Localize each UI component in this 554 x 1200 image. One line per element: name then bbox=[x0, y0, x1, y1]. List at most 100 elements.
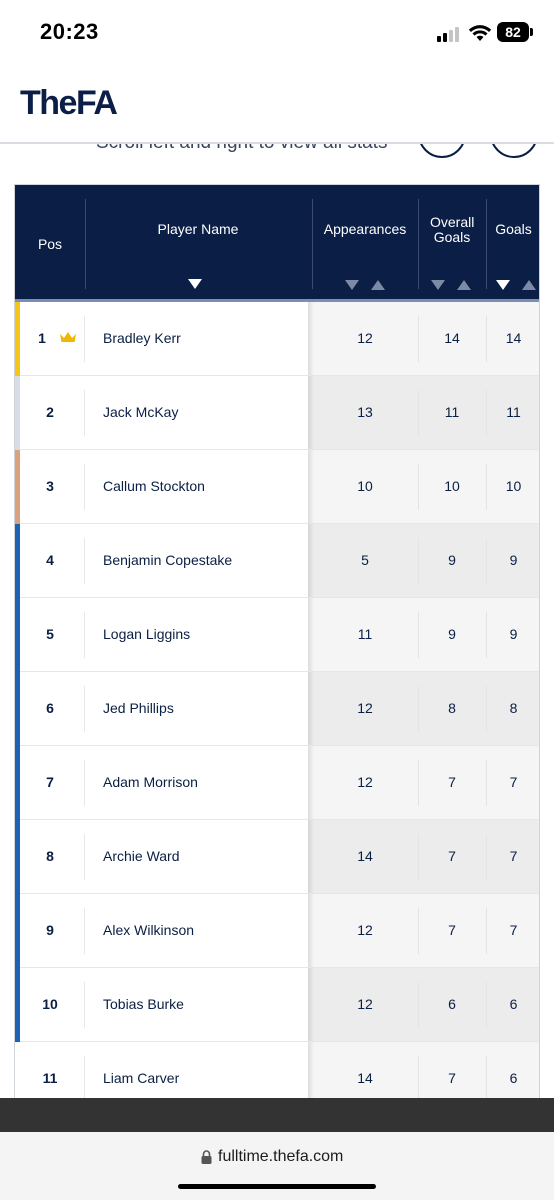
cell-goals: 10 bbox=[505, 478, 522, 494]
cell-player-name[interactable]: Tobias Burke bbox=[103, 996, 184, 1012]
home-indicator[interactable] bbox=[178, 1184, 376, 1189]
table-row[interactable]: 2 Jack McKay 13 11 11 bbox=[15, 376, 539, 450]
cell-overall-goals: 7 bbox=[448, 848, 456, 864]
cell-pos: 9 bbox=[46, 922, 54, 938]
stats-background bbox=[308, 302, 539, 375]
table-row[interactable]: 8 Archie Ward 14 7 7 bbox=[15, 820, 539, 894]
cell-player-name[interactable]: Benjamin Copestake bbox=[103, 552, 233, 568]
cell-player-name[interactable]: Callum Stockton bbox=[103, 478, 205, 494]
cell-player-name[interactable]: Alex Wilkinson bbox=[103, 922, 195, 938]
table-header: Pos Player Name Appearances Overall Goal… bbox=[15, 185, 539, 302]
table-row[interactable]: 6 Jed Phillips 12 8 8 bbox=[15, 672, 539, 746]
cell-overall-goals: 7 bbox=[448, 1070, 456, 1086]
header-divider bbox=[486, 199, 487, 289]
table-row[interactable]: 11 Liam Carver 14 7 6 bbox=[15, 1042, 539, 1103]
cell-divider bbox=[84, 686, 85, 732]
cell-player-name[interactable]: Adam Morrison bbox=[103, 774, 198, 790]
table-row[interactable]: 7 Adam Morrison 12 7 7 bbox=[15, 746, 539, 820]
cell-pos: 6 bbox=[46, 700, 54, 716]
cell-divider bbox=[84, 612, 85, 658]
crown-icon bbox=[60, 332, 76, 342]
table-row[interactable]: 9 Alex Wilkinson 12 7 7 bbox=[15, 894, 539, 968]
header-underline bbox=[15, 299, 539, 302]
scroll-shadow bbox=[308, 968, 314, 1041]
table-row[interactable]: 4 Benjamin Copestake 5 9 9 bbox=[15, 524, 539, 598]
cell-appearances: 12 bbox=[357, 774, 373, 790]
rank-indicator bbox=[15, 820, 20, 894]
cell-pos: 10 bbox=[42, 996, 58, 1012]
cell-player-name[interactable]: Liam Carver bbox=[103, 1070, 180, 1086]
fa-logo[interactable]: TheFA bbox=[20, 84, 118, 122]
cell-appearances: 5 bbox=[361, 552, 369, 568]
browser-toolbar-edge bbox=[0, 1098, 554, 1132]
table-row[interactable]: 5 Logan Liggins 11 9 9 bbox=[15, 598, 539, 672]
cell-player-name[interactable]: Jack McKay bbox=[103, 404, 179, 420]
cell-divider bbox=[486, 982, 487, 1028]
cell-player-name[interactable]: Bradley Kerr bbox=[103, 330, 181, 346]
cell-divider bbox=[84, 908, 85, 954]
cell-appearances: 12 bbox=[357, 700, 373, 716]
stats-background bbox=[308, 598, 539, 671]
cell-divider bbox=[418, 908, 419, 954]
cell-divider bbox=[84, 760, 85, 806]
rank-indicator bbox=[15, 376, 20, 450]
cell-pos: 2 bbox=[46, 404, 54, 420]
cell-goals: 8 bbox=[509, 700, 518, 716]
cell-goals: 7 bbox=[509, 922, 518, 938]
cell-appearances: 12 bbox=[357, 922, 373, 938]
stats-background bbox=[308, 376, 539, 449]
table-row[interactable]: 10 Tobias Burke 12 6 6 bbox=[15, 968, 539, 1042]
scroll-shadow bbox=[308, 598, 314, 671]
cell-divider bbox=[418, 982, 419, 1028]
cell-divider bbox=[84, 538, 85, 584]
cell-pos: 5 bbox=[46, 626, 54, 642]
column-label-overall-goals: Overall Goals bbox=[430, 214, 475, 245]
sort-descending-icon[interactable] bbox=[431, 280, 445, 290]
cell-goals: 9 bbox=[509, 552, 518, 568]
sort-descending-icon[interactable] bbox=[496, 280, 510, 290]
column-header-goals[interactable]: Goals bbox=[486, 185, 539, 301]
cell-appearances: 11 bbox=[357, 626, 373, 642]
status-bar: 20:23 82 bbox=[0, 0, 554, 64]
sort-ascending-icon[interactable] bbox=[522, 280, 536, 290]
scroll-shadow bbox=[308, 450, 314, 523]
url-text[interactable]: fulltime.thefa.com bbox=[218, 1148, 344, 1165]
cell-player-name[interactable]: Archie Ward bbox=[103, 848, 180, 864]
sort-descending-icon[interactable] bbox=[345, 280, 359, 290]
header-divider bbox=[312, 199, 313, 289]
cell-divider bbox=[486, 464, 487, 510]
column-header-appearances[interactable]: Appearances bbox=[312, 185, 418, 301]
sort-ascending-icon[interactable] bbox=[371, 280, 385, 290]
wifi-icon bbox=[468, 25, 492, 41]
column-header-pos[interactable]: Pos bbox=[15, 185, 85, 301]
cell-divider bbox=[486, 316, 487, 362]
table-row[interactable]: 1 Bradley Kerr 12 14 14 bbox=[15, 302, 539, 376]
cell-divider bbox=[486, 612, 487, 658]
rank-indicator bbox=[15, 968, 20, 1042]
cell-divider bbox=[486, 908, 487, 954]
cell-divider bbox=[84, 982, 85, 1028]
cell-divider bbox=[84, 464, 85, 510]
column-header-overall-goals[interactable]: Overall Goals bbox=[418, 185, 486, 301]
cell-appearances: 12 bbox=[357, 996, 373, 1012]
battery-icon: 82 bbox=[497, 22, 529, 42]
cell-goals: 6 bbox=[509, 996, 518, 1012]
rank-indicator bbox=[15, 450, 20, 524]
cell-divider bbox=[486, 538, 487, 584]
scroll-shadow bbox=[308, 894, 314, 967]
browser-address-bar[interactable]: fulltime.thefa.com bbox=[0, 1132, 554, 1200]
cell-divider bbox=[84, 316, 85, 362]
cell-overall-goals: 9 bbox=[448, 626, 456, 642]
table-row[interactable]: 3 Callum Stockton 10 10 10 bbox=[15, 450, 539, 524]
cell-divider bbox=[486, 390, 487, 436]
cell-divider bbox=[486, 834, 487, 880]
cell-divider bbox=[84, 1056, 85, 1102]
sort-descending-icon[interactable] bbox=[188, 279, 202, 289]
header-divider bbox=[418, 199, 419, 289]
cell-player-name[interactable]: Jed Phillips bbox=[103, 700, 174, 716]
column-header-player-name[interactable]: Player Name bbox=[85, 185, 311, 301]
cell-goals: 14 bbox=[505, 330, 522, 346]
sort-ascending-icon[interactable] bbox=[457, 280, 471, 290]
status-time: 20:23 bbox=[40, 19, 99, 44]
cell-player-name[interactable]: Logan Liggins bbox=[103, 626, 191, 642]
